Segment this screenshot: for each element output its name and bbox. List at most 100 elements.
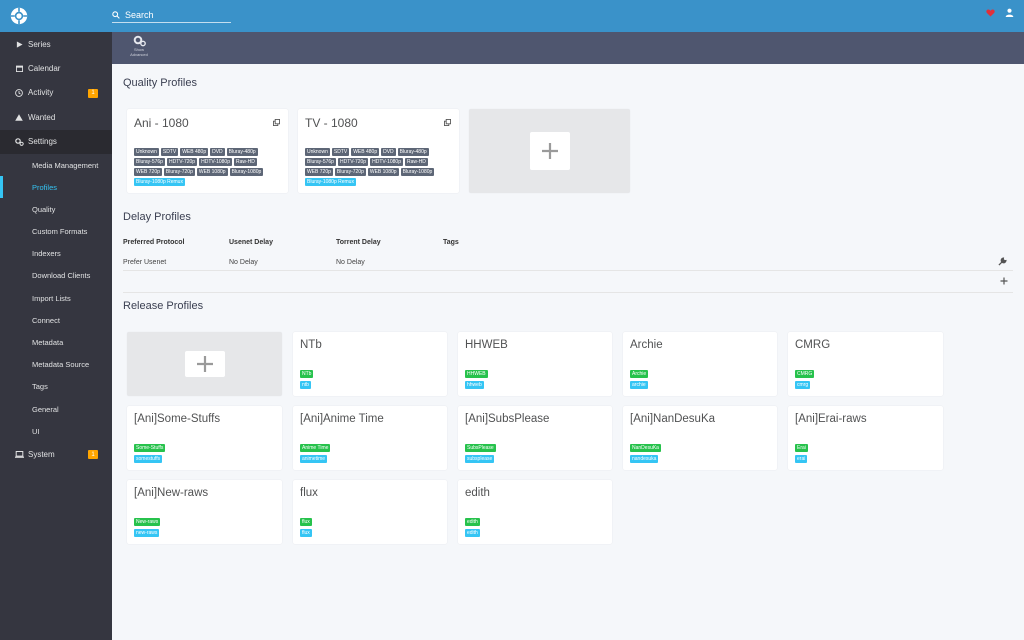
sidebar-subitem-media-management[interactable]: Media Management <box>32 160 99 170</box>
release-profile-card[interactable]: [Ani]Some-Stuffs Some-Stuffs somestuffs <box>127 406 282 470</box>
release-profile-card[interactable]: flux flux flux <box>293 480 447 544</box>
sidebar-subitem-profiles[interactable]: Profiles <box>0 176 112 199</box>
profile-tag: somestuffs <box>134 455 163 463</box>
release-profile-card[interactable]: edith edith edith <box>458 480 612 544</box>
add-button[interactable] <box>184 351 225 377</box>
wrench-icon[interactable] <box>998 257 1007 266</box>
add-button[interactable] <box>529 132 570 170</box>
profile-tag: new-raws <box>134 529 160 537</box>
cutoff-tag: Bluray-1080p Remux <box>134 178 185 186</box>
profile-tag: cmrg <box>795 381 811 389</box>
heart-icon[interactable] <box>986 8 995 17</box>
clone-icon[interactable] <box>444 119 451 126</box>
required-term-tag: Some-Stuffs <box>134 444 166 452</box>
delay-usenet-cell: No Delay <box>229 259 258 266</box>
quality-tag: Bluray-576p <box>305 158 336 166</box>
search-input[interactable] <box>125 9 225 20</box>
plus-icon <box>196 356 213 372</box>
required-term-tag: New-raws <box>134 518 161 526</box>
sidebar-item-label: System <box>28 450 55 460</box>
show-advanced-button[interactable]: Show Advanced <box>126 35 152 57</box>
sidebar-item-settings[interactable]: Settings <box>0 129 112 154</box>
release-profile-name: [Ani]Anime Time <box>300 413 384 425</box>
sidebar-subitem-quality[interactable]: Quality <box>32 204 56 214</box>
quality-tag: HDTV-1080p <box>199 158 232 166</box>
profile-tag: flux <box>300 529 312 537</box>
activity-badge: 1 <box>88 88 98 98</box>
release-profile-card[interactable]: [Ani]New-raws New-raws new-raws <box>127 480 282 544</box>
quality-tag: WEB 480p <box>180 148 209 156</box>
add-delay-profile-icon[interactable] <box>1000 277 1008 285</box>
sidebar: Series Calendar Activity 1 Wanted Settin… <box>0 32 112 640</box>
sidebar-subitem-indexers[interactable]: Indexers <box>32 249 61 259</box>
system-badge: 1 <box>88 450 98 460</box>
quality-profile-name: Ani - 1080 <box>134 116 189 130</box>
sidebar-subitem-custom-formats[interactable]: Custom Formats <box>32 227 88 237</box>
quality-tag: HDTV-720p <box>166 158 198 166</box>
column-header-torrent-delay: Torrent Delay <box>336 239 381 246</box>
sidebar-item-system[interactable]: System 1 <box>0 442 112 466</box>
quality-tag: Bluray-480p <box>226 148 258 156</box>
sidebar-subitem-metadata-source[interactable]: Metadata Source <box>32 360 90 370</box>
release-profile-name: [Ani]Erai-raws <box>795 413 867 425</box>
profile-tag: edith <box>465 529 480 537</box>
quality-tag: SDTV <box>331 148 350 156</box>
quality-profile-card[interactable]: TV - 1080 Unknown SDTV WEB 480p DVD Blur… <box>298 109 459 193</box>
app-header <box>0 0 1024 32</box>
row-divider <box>123 292 1013 293</box>
quality-tag: SDTV <box>160 148 179 156</box>
required-term-tag: Anime Time <box>300 444 331 452</box>
quality-tag: DVD <box>210 148 225 156</box>
sidebar-subitem-tags[interactable]: Tags <box>32 382 48 392</box>
add-release-profile-card[interactable] <box>127 332 282 396</box>
add-quality-profile-card[interactable] <box>469 109 630 193</box>
release-profile-card[interactable]: CMRG CMRG cmrg <box>788 332 943 396</box>
profile-tag: archie <box>630 381 648 389</box>
clone-icon[interactable] <box>273 119 280 126</box>
release-profile-card[interactable]: Archie Archie archie <box>623 332 777 396</box>
release-profile-card[interactable]: [Ani]NanDesuKa NanDesuKa nandesuka <box>623 406 777 470</box>
release-profile-card[interactable]: [Ani]SubsPlease SubsPlease subsplease <box>458 406 612 470</box>
sidebar-subitem-import-lists[interactable]: Import Lists <box>32 293 71 303</box>
quality-tag: WEB 720p <box>305 168 333 176</box>
cogs-icon <box>14 137 24 146</box>
main-content: Quality Profiles Ani - 1080 Unknown SDTV… <box>112 64 1024 640</box>
cogs-icon <box>133 35 146 47</box>
sidebar-item-series[interactable]: Series <box>0 32 112 56</box>
user-icon[interactable] <box>1005 8 1014 17</box>
sidebar-item-label: Settings <box>28 137 57 147</box>
sidebar-item-wanted[interactable]: Wanted <box>0 105 112 129</box>
quality-profile-card[interactable]: Ani - 1080 Unknown SDTV WEB 480p DVD Blu… <box>127 109 288 193</box>
delay-torrent-cell: No Delay <box>336 259 365 266</box>
quality-tag: Raw-HD <box>405 158 428 166</box>
sonarr-logo[interactable] <box>0 0 112 32</box>
sidebar-subitem-metadata[interactable]: Metadata <box>32 338 64 348</box>
quality-tag: Raw-HD <box>234 158 257 166</box>
release-profile-card[interactable]: [Ani]Erai-raws Erai erai <box>788 406 943 470</box>
release-profile-card[interactable]: [Ani]Anime Time Anime Time animetime <box>293 406 447 470</box>
release-profile-name: flux <box>300 487 318 499</box>
release-profiles-title: Release Profiles <box>123 300 204 312</box>
quality-profile-name: TV - 1080 <box>305 116 358 130</box>
clock-icon <box>14 89 24 97</box>
sidebar-item-activity[interactable]: Activity 1 <box>0 81 112 105</box>
profile-tag: hhweb <box>465 381 484 389</box>
sidebar-subitem-connect[interactable]: Connect <box>32 315 60 325</box>
page-toolbar: Show Advanced <box>112 32 1024 64</box>
release-profile-name: [Ani]Some-Stuffs <box>134 413 221 425</box>
cutoff-tag: Bluray-1080p Remux <box>305 178 356 186</box>
warning-icon <box>14 114 24 121</box>
required-term-tag: flux <box>300 518 312 526</box>
release-profile-card[interactable]: HHWEB HHWEB hhweb <box>458 332 612 396</box>
sidebar-subitem-general[interactable]: General <box>32 404 59 414</box>
quality-tag: Unknown <box>134 148 159 156</box>
quality-tag: Bluray-1080p <box>229 168 264 176</box>
release-profile-name: CMRG <box>795 339 831 351</box>
sidebar-subitem-download-clients[interactable]: Download Clients <box>32 271 91 281</box>
sidebar-subitem-ui[interactable]: UI <box>32 426 40 436</box>
release-profile-name: Archie <box>630 339 663 351</box>
quality-tag: HDTV-720p <box>337 158 369 166</box>
release-profile-card[interactable]: NTb NTb ntb <box>293 332 447 396</box>
sidebar-item-calendar[interactable]: Calendar <box>0 56 112 80</box>
quality-tag: Bluray-720p <box>334 168 366 176</box>
